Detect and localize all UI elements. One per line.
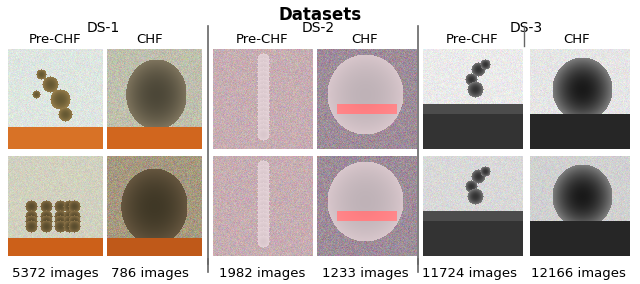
Text: 1982 images: 1982 images	[219, 267, 305, 280]
Text: 11724 images: 11724 images	[422, 267, 518, 280]
Text: Datasets: Datasets	[278, 6, 362, 24]
Text: DS-1: DS-1	[86, 21, 120, 35]
Text: DS-3: DS-3	[509, 21, 543, 35]
Text: 5372 images: 5372 images	[12, 267, 99, 280]
Text: 12166 images: 12166 images	[531, 267, 625, 280]
Text: CHF: CHF	[352, 33, 378, 46]
Text: 786 images: 786 images	[111, 267, 189, 280]
Text: Pre-CHF: Pre-CHF	[29, 33, 81, 46]
Text: Pre-CHF: Pre-CHF	[445, 33, 499, 46]
Text: DS-2: DS-2	[301, 21, 335, 35]
Text: Pre-CHF: Pre-CHF	[236, 33, 288, 46]
Text: CHF: CHF	[564, 33, 590, 46]
Text: 1233 images: 1233 images	[322, 267, 408, 280]
Text: CHF: CHF	[137, 33, 163, 46]
